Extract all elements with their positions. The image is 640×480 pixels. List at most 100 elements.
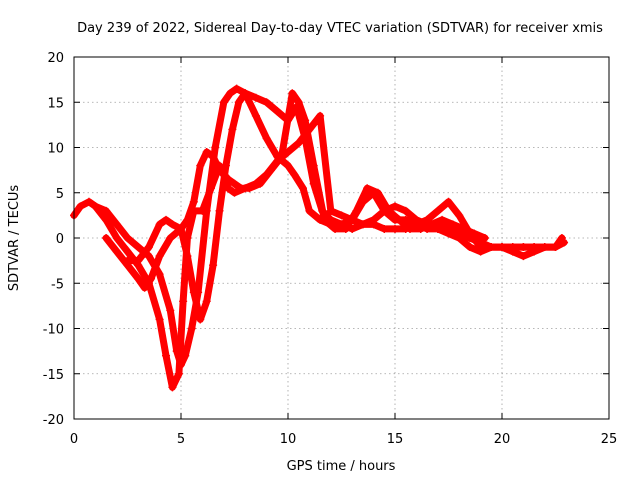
- data-point-marker: [262, 134, 271, 143]
- data-point-marker: [123, 234, 132, 242]
- data-point-marker: [123, 256, 132, 265]
- y-tick-labels: -20 -15 -10 -5 0 5 10 15 20: [43, 51, 64, 428]
- data-point-marker: [298, 184, 307, 193]
- data-point-marker: [391, 224, 399, 233]
- data-point-marker: [112, 220, 121, 229]
- data-point-marker: [305, 206, 314, 215]
- data-point-marker: [352, 206, 361, 215]
- series-3: [102, 89, 549, 324]
- data-point-marker: [155, 315, 164, 324]
- data-point-marker: [384, 206, 393, 215]
- data-point-marker: [309, 161, 318, 170]
- data-point-marker: [202, 206, 211, 215]
- data-point-marker: [401, 206, 410, 215]
- data-point-marker: [241, 89, 250, 98]
- data-point-marker: [380, 224, 389, 233]
- data-point-marker: [245, 184, 254, 193]
- data-point-marker: [211, 143, 220, 152]
- data-point-marker: [102, 215, 111, 224]
- data-point-marker: [187, 324, 196, 333]
- axis-ticks: [73, 56, 610, 420]
- y-tick-label: 15: [47, 96, 64, 111]
- data-point-marker: [232, 84, 241, 93]
- data-point-marker: [228, 125, 237, 134]
- data-point-marker: [226, 89, 235, 98]
- data-point-marker: [177, 224, 185, 233]
- data-point-marker: [134, 243, 143, 252]
- data-point-marker: [166, 234, 175, 242]
- data-point-marker: [162, 351, 171, 360]
- data-point-marker: [144, 252, 153, 261]
- data-point-marker: [209, 261, 218, 270]
- data-point-marker: [84, 197, 93, 206]
- y-tick-label: -20: [43, 413, 64, 428]
- data-point-marker: [189, 288, 198, 297]
- data-point-marker: [183, 215, 192, 224]
- data-point-marker: [294, 138, 303, 147]
- data-point-marker: [168, 220, 177, 229]
- x-axis-label: GPS time / hours: [287, 459, 396, 474]
- y-tick-label: 10: [47, 142, 64, 157]
- data-point-marker: [551, 243, 560, 252]
- data-point-marker: [487, 243, 496, 252]
- data-point-marker: [277, 152, 286, 161]
- y-axis-label: SDTVAR / TECUs: [7, 185, 22, 292]
- data-point-marker: [196, 161, 205, 170]
- data-point-marker: [530, 243, 539, 252]
- data-point-marker: [91, 202, 100, 211]
- data-point-marker: [221, 161, 230, 170]
- data-point-marker: [560, 238, 569, 247]
- data-point-marker: [162, 215, 171, 224]
- data-point-marker: [358, 220, 367, 229]
- series-4: [123, 89, 489, 265]
- data-point-marker: [219, 98, 228, 107]
- data-point-marker: [112, 247, 121, 256]
- data-point-marker: [168, 383, 177, 392]
- data-point-marker: [102, 234, 111, 242]
- y-tick-label: -10: [43, 323, 64, 338]
- x-tick-label: 20: [494, 432, 511, 447]
- data-point-marker: [455, 211, 464, 220]
- y-tick-label: 20: [47, 51, 64, 66]
- data-point-marker: [196, 315, 205, 324]
- data-point-marker: [140, 283, 149, 292]
- data-point-marker: [147, 274, 156, 283]
- x-tick-label: 15: [387, 432, 404, 447]
- data-point-marker: [341, 224, 350, 233]
- data-point-marker: [256, 179, 265, 188]
- data-point-marker: [155, 220, 164, 229]
- data-point-marker: [251, 93, 260, 102]
- data-point-marker: [172, 347, 181, 356]
- y-tick-label: 5: [56, 187, 64, 202]
- x-tick-label: 10: [280, 432, 297, 447]
- data-point-marker: [174, 369, 183, 378]
- data-point-marker: [540, 243, 549, 252]
- data-point-marker: [519, 252, 528, 261]
- data-point-marker: [369, 215, 378, 224]
- data-point-marker: [331, 224, 340, 233]
- data-point-marker: [416, 224, 425, 233]
- data-point-marker: [123, 247, 132, 256]
- x-tick-label: 25: [601, 432, 618, 447]
- data-point-marker: [230, 188, 239, 197]
- data-point-marker: [215, 166, 224, 175]
- data-point-marker: [181, 351, 190, 360]
- data-point-marker: [273, 107, 282, 116]
- data-point-marker: [326, 206, 335, 215]
- data-point-marker: [102, 206, 111, 215]
- data-point-marker: [234, 98, 243, 107]
- data-point-marker: [155, 252, 164, 261]
- data-point-marker: [337, 211, 346, 220]
- data-point-marker: [438, 215, 447, 224]
- data-point-marker: [183, 252, 192, 261]
- data-point-marker: [266, 166, 275, 175]
- data-point-marker: [166, 306, 175, 315]
- data-point-marker: [294, 98, 303, 107]
- y-tick-label: -15: [43, 368, 64, 383]
- data-point-marker: [519, 243, 528, 252]
- data-point-marker: [448, 220, 457, 229]
- data-point-marker: [290, 170, 299, 179]
- data-point-marker: [209, 152, 218, 161]
- data-point-marker: [144, 243, 153, 252]
